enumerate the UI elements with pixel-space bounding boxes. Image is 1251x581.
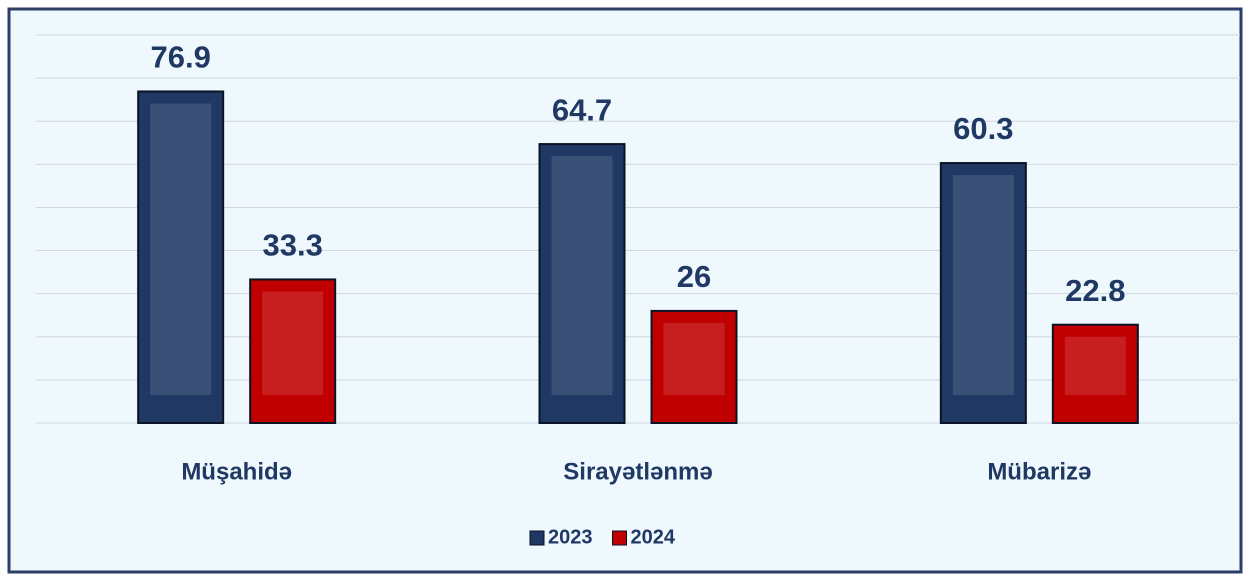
value-label: 76.9 (150, 40, 210, 75)
bar-highlight (551, 156, 613, 395)
bar (939, 162, 1027, 424)
legend-label: 2023 (548, 526, 593, 548)
value-label: 64.7 (552, 92, 612, 127)
value-label: 22.8 (1065, 273, 1125, 308)
x-tick-label: Müşahidə (181, 458, 292, 485)
x-tick-label: Sirayətlənmə (563, 458, 712, 485)
bar (650, 309, 738, 424)
value-label: 26 (677, 259, 711, 294)
bar-highlight (262, 291, 324, 395)
value-label: 33.3 (262, 228, 322, 263)
bar (538, 143, 626, 424)
legend-swatch (529, 530, 545, 546)
x-tick-label: Mübarizə (987, 458, 1091, 485)
legend-label: 2024 (631, 526, 676, 548)
legend-swatch (612, 530, 627, 546)
bar-highlight (952, 175, 1014, 395)
bar (137, 90, 225, 424)
bar (249, 278, 337, 424)
bar-highlight (1064, 336, 1126, 395)
bar (1051, 323, 1139, 424)
value-label: 60.3 (953, 111, 1013, 146)
bar-highlight (663, 322, 725, 395)
bar-highlight (150, 103, 212, 395)
